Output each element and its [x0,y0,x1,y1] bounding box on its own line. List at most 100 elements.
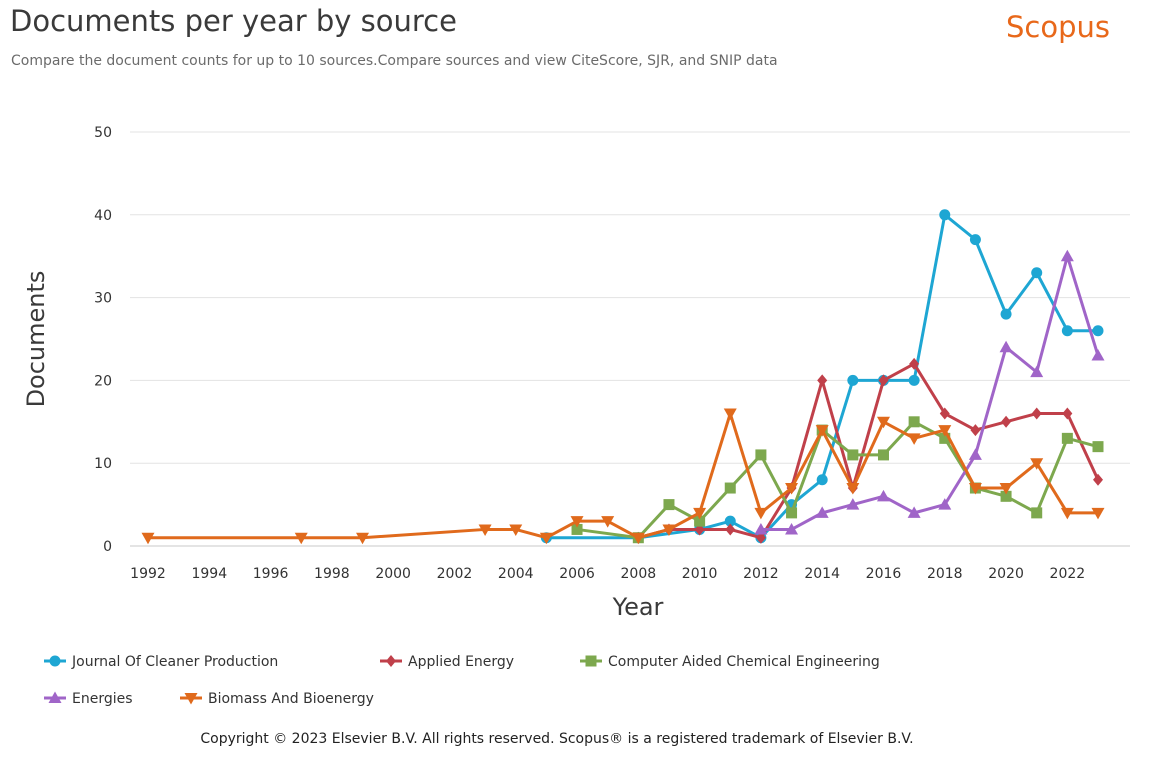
data-point-applied-energy [725,523,736,536]
data-point-energies [785,522,799,535]
series-line-journal-of-cleaner-production [546,213,1098,540]
data-point-computer-aided-chemical-engineering [1000,490,1012,502]
data-point-journal-of-cleaner-production [969,234,981,246]
data-point-energies [815,506,829,518]
x-tick-label: 2014 [804,566,840,582]
legend-label-computer-aided-chemical-engineering: Computer Aided Chemical Engineering [608,654,880,670]
x-tick-label: 2016 [866,566,902,582]
data-point-biomass-and-bioenergy [356,532,370,545]
data-point-computer-aided-chemical-engineering [939,432,951,444]
data-point-biomass-and-bioenergy [693,507,707,520]
data-point-computer-aided-chemical-engineering [786,507,798,519]
y-tick-label: 10 [94,456,112,472]
y-tick-label: 50 [94,125,112,141]
legend-marker-journal-of-cleaner-production [49,655,61,667]
data-point-biomass-and-bioenergy [1060,507,1074,520]
legend-label-energies: Energies [72,691,133,707]
data-point-biomass-and-bioenergy [662,524,676,536]
scopus-logo[interactable]: Scopus [1006,10,1110,44]
data-point-energies [907,506,921,518]
data-point-biomass-and-bioenergy [754,507,768,520]
series-line-biomass-and-bioenergy [148,412,1098,540]
data-point-energies [1030,365,1044,378]
page-title: Documents per year by source [10,4,457,38]
data-point-computer-aided-chemical-engineering [908,416,920,428]
data-point-energies [1091,349,1105,361]
data-point-journal-of-cleaner-production [908,374,920,386]
legend-marker-applied-energy [386,655,396,667]
x-axis-title: Year [612,593,664,621]
data-point-journal-of-cleaner-production [816,474,828,486]
data-point-applied-energy [817,374,828,387]
legend-marker-computer-aided-chemical-engineering [585,655,597,667]
data-point-energies [968,448,982,460]
data-point-journal-of-cleaner-production [1000,308,1012,320]
data-point-biomass-and-bioenergy [785,483,799,495]
data-point-biomass-and-bioenergy [1091,507,1105,520]
legend-marker-energies [48,691,62,703]
legend-label-journal-of-cleaner-production: Journal Of Cleaner Production [71,654,278,670]
data-point-journal-of-cleaner-production [1061,325,1073,337]
data-point-applied-energy [878,374,889,387]
data-point-biomass-and-bioenergy [723,408,737,421]
data-point-applied-energy [1093,473,1103,486]
data-point-biomass-and-bioenergy [1030,458,1044,470]
data-point-computer-aided-chemical-engineering [1061,432,1073,444]
y-tick-label: 20 [94,373,112,389]
data-point-biomass-and-bioenergy [570,516,584,528]
data-point-journal-of-cleaner-production [847,374,859,386]
data-point-biomass-and-bioenergy [876,416,890,429]
data-point-biomass-and-bioenergy [141,532,155,545]
data-point-biomass-and-bioenergy [938,425,952,437]
data-point-computer-aided-chemical-engineering [724,482,736,494]
data-point-energies [876,489,890,502]
data-point-biomass-and-bioenergy [999,483,1013,495]
data-point-computer-aided-chemical-engineering [571,523,583,535]
page-subtitle: Compare the document counts for up to 10… [11,53,778,69]
data-point-applied-energy [939,407,950,420]
data-point-energies [1060,249,1074,262]
data-point-energies [999,340,1013,353]
data-point-energies [846,498,860,510]
data-point-biomass-and-bioenergy [968,483,982,495]
data-point-biomass-and-bioenergy [815,425,829,437]
data-point-applied-energy [909,357,920,370]
data-point-computer-aided-chemical-engineering [663,499,675,511]
data-point-biomass-and-bioenergy [846,483,860,495]
data-point-energies [754,522,768,535]
data-point-biomass-and-bioenergy [631,532,645,545]
data-point-journal-of-cleaner-production [724,515,736,527]
data-point-computer-aided-chemical-engineering [847,449,859,461]
legend-label-applied-energy: Applied Energy [408,654,514,670]
data-point-computer-aided-chemical-engineering [877,449,889,461]
data-point-biomass-and-bioenergy [294,532,308,545]
x-tick-label: 2018 [927,566,963,582]
data-point-applied-energy [1031,407,1042,420]
data-point-computer-aided-chemical-engineering [755,449,767,461]
series-line-applied-energy [637,362,1100,540]
x-tick-label: 2012 [743,566,779,582]
data-point-computer-aided-chemical-engineering [694,515,706,527]
legend-label-biomass-and-bioenergy: Biomass And Bioenergy [208,691,374,707]
data-point-energies [938,498,952,510]
legend-marker-biomass-and-bioenergy [184,693,198,705]
data-point-computer-aided-chemical-engineering [1031,507,1043,519]
data-point-biomass-and-bioenergy [907,433,921,445]
y-tick-label: 40 [94,208,112,224]
data-point-biomass-and-bioenergy [509,524,523,536]
data-point-biomass-and-bioenergy [601,516,615,528]
data-point-applied-energy [970,424,981,437]
data-point-journal-of-cleaner-production [1092,325,1104,337]
x-tick-label: 2004 [498,566,534,582]
copyright-notice: Copyright © 2023 Elsevier B.V. All right… [200,731,914,747]
x-tick-label: 2006 [559,566,595,582]
x-tick-label: 2000 [375,566,411,582]
x-tick-label: 2010 [682,566,718,582]
x-tick-label: 1996 [253,566,289,582]
data-point-journal-of-cleaner-production [939,209,951,221]
data-point-computer-aided-chemical-engineering [1092,441,1104,453]
data-point-biomass-and-bioenergy [478,524,492,536]
data-point-applied-energy [755,531,766,544]
y-tick-label: 0 [103,539,112,555]
